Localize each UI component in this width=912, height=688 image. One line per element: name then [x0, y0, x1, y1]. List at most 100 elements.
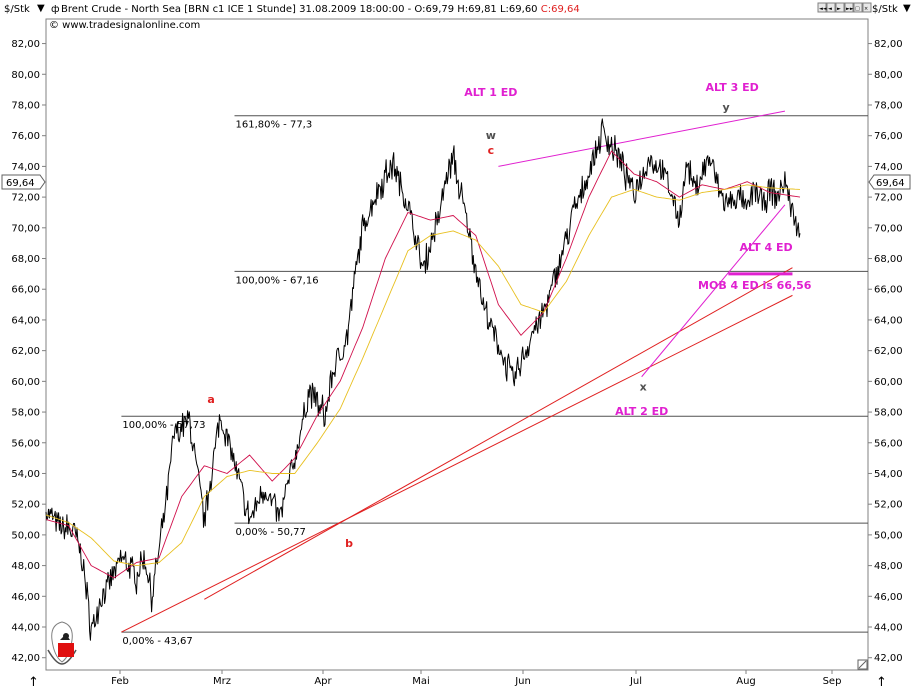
y-tick-right-label: 72,00: [874, 193, 903, 204]
label-alt2-ed: ALT 2 ED: [615, 405, 668, 418]
fib-label: 100,00% - 67,16: [236, 275, 319, 286]
y-tick-right-label: 76,00: [874, 131, 903, 142]
y-tick-left-label: 52,00: [11, 500, 40, 511]
y-tick-left-label: 44,00: [11, 623, 40, 634]
nav-button-3[interactable]: [844, 2, 854, 13]
left-axis-arrow-icon: ↑: [28, 675, 39, 688]
y-tick-left-label: 64,00: [11, 315, 40, 326]
y-tick-right-label: 64,00: [874, 315, 903, 326]
chart-title: Brent Crude - North Sea [BRN c1 ICE 1 St…: [61, 4, 580, 15]
red-trendline-2: [204, 267, 793, 600]
y-tick-right-label: 42,00: [874, 653, 903, 664]
nav-button-glyph-1: ◄: [828, 6, 832, 12]
fib-label: 0,00% - 50,77: [236, 527, 306, 538]
y-tick-left-label: 80,00: [11, 70, 40, 81]
series-ma-fast: [45, 150, 801, 579]
chart-title-icon: ф: [51, 4, 60, 15]
y-tick-left-label: 74,00: [11, 162, 40, 173]
price-series: [45, 118, 801, 641]
y-tick-left-label: 48,00: [11, 561, 40, 572]
y-tick-right-label: 52,00: [874, 500, 903, 511]
magenta-top-line: [498, 110, 786, 167]
y-tick-right-label: 70,00: [874, 223, 903, 234]
y-tick-left-label: 46,00: [11, 592, 40, 603]
label-b: b: [345, 537, 353, 550]
plot-frame: [45, 18, 869, 671]
y-tick-left-label: 66,00: [11, 285, 40, 296]
y-tick-left-label: 54,00: [11, 469, 40, 480]
y-tick-right-label: 58,00: [874, 408, 903, 419]
x-tick-label: Mai: [412, 676, 430, 687]
nav-button-glyph-5: ×: [864, 6, 868, 12]
y-tick-left-label: 50,00: [11, 530, 40, 541]
nav-button-glyph-0: ◄◄: [819, 6, 827, 12]
unit-right-dropdown-icon[interactable]: ▼: [903, 3, 911, 14]
label-alt3-ed: ALT 3 ED: [706, 81, 759, 94]
y-tick-right-label: 62,00: [874, 346, 903, 357]
unit-left: $/Stk: [4, 4, 30, 15]
y-tick-right-label: 78,00: [874, 100, 903, 111]
x-axis: Feb Mrz Apr Mai Jun Jul Aug Sep: [111, 670, 841, 687]
y-tick-right-label: 66,00: [874, 285, 903, 296]
label-x: x: [640, 381, 647, 394]
y-tick-right-label: 48,00: [874, 561, 903, 572]
label-y: y: [723, 101, 730, 114]
nav-button-1[interactable]: [826, 2, 836, 13]
unit-left-dropdown-icon[interactable]: ▼: [37, 3, 45, 14]
x-tick-label: Jul: [629, 676, 642, 687]
magenta-wedge-line: [641, 204, 786, 378]
nav-button-4[interactable]: [853, 2, 863, 13]
last-price-marker-left: 69,64: [1, 174, 46, 190]
y-tick-left-label: 58,00: [11, 408, 40, 419]
label-alt1-ed: ALT 1 ED: [464, 86, 517, 99]
y-axis: 42,00 42,00 44,00 44,00 46,00 46,00 48,00 48,00…: [11, 39, 902, 664]
series-ma-slow: [45, 184, 801, 567]
y-tick-right-label: 44,00: [874, 623, 903, 634]
x-tick-label: Jun: [514, 676, 531, 687]
label-a: a: [207, 393, 214, 406]
y-tick-left-label: 70,00: [11, 223, 40, 234]
last-price-left: 69,64: [6, 178, 35, 189]
nav-button-glyph-4: □: [855, 6, 860, 12]
nav-button-2[interactable]: [835, 2, 845, 13]
red-trendline-1: [121, 294, 793, 633]
annotations: ALT 1 ED ALT 3 ED ALT 4 ED MOB 4 ED is 66,5…: [207, 81, 811, 550]
fib-label: 0,00% - 43,67: [122, 636, 192, 647]
nav-buttons: ◄◄ ◄ ► ►► □ ×: [817, 2, 872, 13]
y-tick-right-label: 80,00: [874, 70, 903, 81]
nav-button-glyph-3: ►►: [846, 6, 854, 12]
y-tick-right-label: 82,00: [874, 39, 903, 50]
resize-corner-mark: [858, 660, 867, 669]
y-tick-left-label: 60,00: [11, 377, 40, 388]
series-price: [45, 118, 801, 641]
tradesignal-logo: [47, 621, 77, 665]
label-w: w: [486, 129, 496, 142]
nav-button-5[interactable]: [862, 2, 872, 13]
close-value: C:69,64: [541, 4, 580, 15]
y-tick-right-label: 56,00: [874, 438, 903, 449]
x-tick-label: Mrz: [213, 676, 231, 687]
fib-label: 161,80% - 77,3: [236, 120, 313, 131]
right-axis-arrow-icon: ↑: [876, 675, 887, 688]
nav-button-glyph-2: ►: [837, 6, 841, 12]
x-tick-label: Sep: [823, 676, 842, 687]
y-tick-left-label: 42,00: [11, 653, 40, 664]
trend-lines: [121, 110, 793, 633]
source-label: © www.tradesignalonline.com: [49, 20, 200, 31]
x-tick-label: Feb: [111, 676, 129, 687]
last-price-marker-right: 69,64: [868, 174, 911, 190]
y-tick-right-label: 50,00: [874, 530, 903, 541]
y-tick-left-label: 78,00: [11, 100, 40, 111]
nav-button-0[interactable]: [817, 2, 827, 13]
y-tick-right-label: 60,00: [874, 377, 903, 388]
y-tick-left-label: 68,00: [11, 254, 40, 265]
y-tick-left-label: 72,00: [11, 193, 40, 204]
label-c: c: [488, 144, 495, 157]
y-tick-right-label: 68,00: [874, 254, 903, 265]
y-tick-left-label: 56,00: [11, 438, 40, 449]
label-alt4-ed: ALT 4 ED: [739, 241, 792, 254]
fib-label: 100,00% - 57,73: [122, 420, 205, 431]
label-mob-4-ed: MOB 4 ED is 66,56: [698, 279, 812, 292]
y-tick-left-label: 82,00: [11, 39, 40, 50]
